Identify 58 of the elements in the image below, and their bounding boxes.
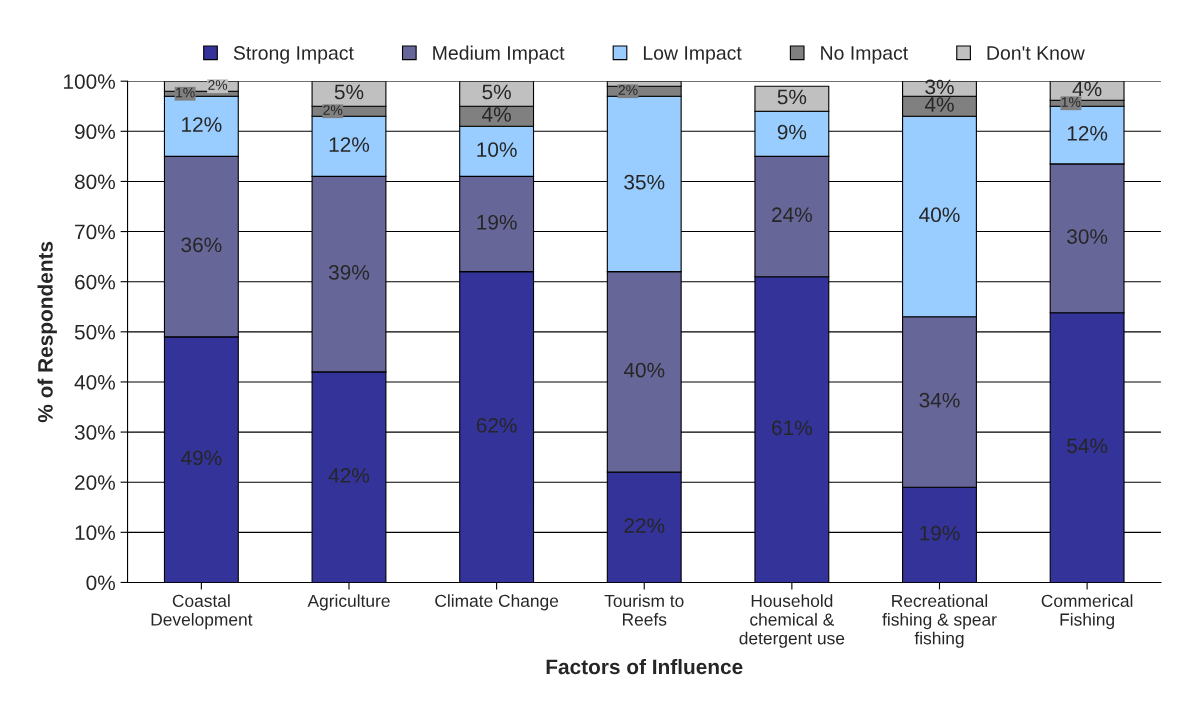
y-tick-label: 80% (74, 174, 115, 190)
data-label: 54% (1067, 438, 1108, 454)
data-label: 40% (919, 207, 960, 223)
y-tick-label: 50% (74, 324, 115, 340)
legend-label: No Impact (821, 46, 909, 64)
legend-label: Low Impact (643, 46, 742, 64)
y-tick-label: 20% (75, 475, 115, 490)
data-label: 1% (176, 87, 195, 98)
data-label: 5% (482, 84, 511, 100)
data-label: 2% (208, 80, 228, 90)
data-label: 40% (623, 362, 665, 378)
data-label: 12% (1067, 125, 1108, 141)
legend-label: Don't Know (987, 46, 1085, 60)
data-label: 30% (1067, 229, 1108, 244)
data-label: 34% (919, 392, 960, 408)
data-label: 10% (477, 142, 517, 157)
data-label: 5% (334, 84, 364, 100)
data-label: 9% (777, 124, 807, 140)
x-tick-label: Commerical Fishing (1041, 594, 1133, 630)
y-tick-label: 10% (75, 525, 115, 541)
data-label: 1% (1061, 97, 1081, 107)
x-tick-label: Recreational fishing & spear fishing (882, 594, 997, 648)
legend-label: Strong Impact (233, 46, 354, 64)
x-tick-label: Agriculture (307, 594, 390, 611)
y-tick-label: 60% (75, 274, 115, 290)
data-label: 4% (924, 97, 954, 112)
data-label: 5% (777, 89, 807, 105)
y-tick-label: 100% (64, 74, 115, 89)
y-tick-label: 90% (75, 124, 115, 140)
data-label: 2% (618, 85, 638, 95)
data-label: 61% (772, 420, 812, 436)
x-tick-label: Tourism to Reefs (604, 594, 684, 626)
x-tick-label: Climate Change (435, 594, 559, 611)
y-tick-label: 70% (75, 224, 115, 240)
legend-label: Medium Impact (433, 45, 565, 64)
y-tick-label: 40% (74, 374, 115, 390)
data-label: 19% (477, 214, 517, 230)
y-tick-label: 0% (86, 575, 115, 591)
data-label: 35% (624, 174, 665, 190)
data-label: 24% (772, 207, 812, 223)
y-tick-label: 30% (74, 425, 115, 440)
data-label: 62% (476, 417, 517, 433)
data-label: 19% (920, 525, 960, 541)
data-label: 3% (925, 79, 954, 95)
data-label: 12% (182, 117, 222, 132)
data-label: 39% (328, 265, 370, 280)
data-label: 12% (329, 137, 370, 152)
data-label: 36% (181, 237, 222, 253)
data-label: 42% (328, 468, 370, 483)
x-tick-label: Household chemical & detergent use (739, 594, 845, 648)
data-label: 4% (482, 107, 511, 122)
y-axis-title: % of Respondents (37, 241, 57, 423)
data-label: 4% (1072, 81, 1102, 97)
x-tick-label: Coastal Development (151, 594, 253, 630)
x-axis-title: Factors of Influence (546, 658, 743, 675)
data-label: 22% (624, 518, 665, 533)
data-label: 49% (180, 450, 222, 466)
data-label: 2% (323, 105, 343, 115)
